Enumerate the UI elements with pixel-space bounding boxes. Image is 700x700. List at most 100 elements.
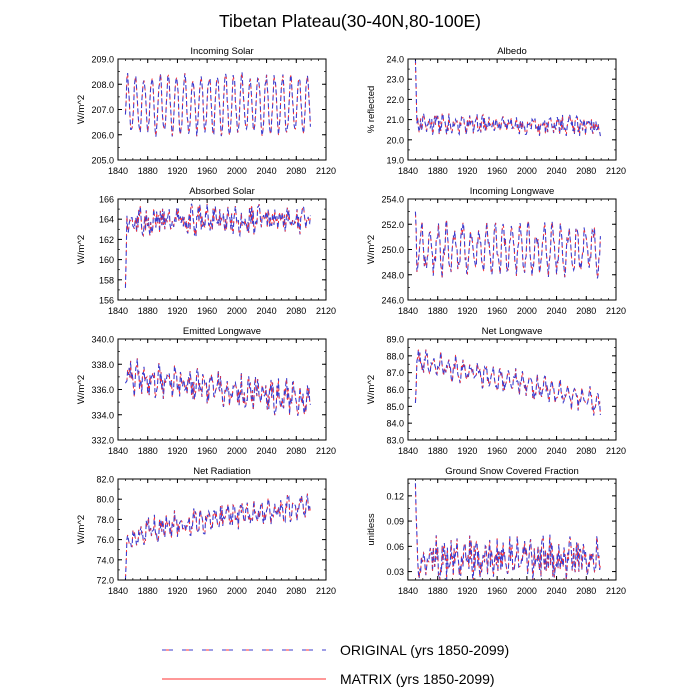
y-tick-label: 0.03 (386, 567, 404, 577)
y-tick-label: 205.0 (91, 156, 114, 166)
x-tick-label: 1840 (398, 446, 418, 456)
y-tick-label: 76.0 (96, 535, 114, 545)
x-tick-label: 1840 (398, 586, 418, 596)
x-tick-label: 1960 (487, 586, 507, 596)
x-tick-label: 1880 (138, 446, 158, 456)
x-tick-label: 2000 (227, 306, 247, 316)
y-tick-label: 22.0 (386, 95, 404, 105)
series-original-line (124, 493, 311, 581)
panel-title: Albedo (497, 46, 527, 57)
y-tick-label: 0.06 (386, 542, 404, 552)
legend-original-label: ORIGINAL (yrs 1850-2099) (340, 642, 509, 658)
x-tick-label: 2080 (576, 166, 596, 176)
x-tick-label: 1960 (487, 306, 507, 316)
y-tick-label: 23.0 (386, 75, 404, 85)
y-tick-label: 334.0 (91, 410, 114, 420)
series-original-line (414, 58, 601, 137)
x-tick-label: 1840 (108, 446, 128, 456)
x-tick-label: 2120 (606, 446, 626, 456)
y-tick-label: 166 (99, 195, 114, 205)
x-tick-label: 2120 (316, 586, 336, 596)
y-tick-label: 160 (99, 255, 114, 265)
y-tick-label: 80.0 (96, 495, 114, 505)
series-matrix-line (414, 211, 601, 279)
y-tick-label: 72.0 (96, 576, 114, 586)
y-tick-label: 19.0 (386, 156, 404, 166)
panel-4: Emitted Longwave W/m^2 1840 1880 1920 1960 200… (76, 326, 336, 456)
y-tick-label: 158 (99, 275, 114, 285)
series-matrix-line (124, 493, 311, 581)
y-tick-label: 252.0 (381, 220, 404, 230)
x-tick-label: 2040 (257, 586, 277, 596)
panel-6: Net Radiation W/m^2 1840 1880 1920 1960 2000 20… (76, 466, 336, 596)
panel-title: Net Radiation (193, 466, 251, 477)
y-tick-label: 162 (99, 235, 114, 245)
x-tick-label: 2120 (606, 166, 626, 176)
x-tick-label: 1880 (138, 586, 158, 596)
x-tick-label: 2040 (547, 586, 567, 596)
x-tick-label: 2000 (517, 586, 537, 596)
x-tick-label: 2040 (257, 166, 277, 176)
panel-title: Net Longwave (482, 326, 543, 337)
y-tick-label: 85.0 (386, 402, 404, 412)
y-tick-label: 88.0 (386, 351, 404, 361)
x-tick-label: 1920 (457, 586, 477, 596)
y-axis-label: W/m^2 (366, 235, 377, 264)
x-tick-label: 1920 (167, 306, 187, 316)
x-tick-label: 2080 (576, 586, 596, 596)
x-tick-label: 2120 (606, 306, 626, 316)
x-tick-label: 1920 (167, 166, 187, 176)
series-matrix-line (414, 483, 601, 581)
y-tick-label: 84.0 (386, 419, 404, 429)
panel-5: Net Longwave W/m^2 1840 1880 1920 1960 2000 204… (366, 326, 626, 456)
x-tick-label: 1960 (487, 446, 507, 456)
y-tick-label: 83.0 (386, 436, 404, 446)
x-tick-label: 2080 (286, 306, 306, 316)
x-tick-label: 2040 (547, 306, 567, 316)
x-tick-label: 2120 (316, 446, 336, 456)
x-tick-label: 1960 (197, 166, 217, 176)
x-tick-label: 1880 (428, 306, 448, 316)
y-tick-label: 209.0 (91, 55, 114, 65)
y-tick-label: 86.0 (386, 385, 404, 395)
plot-frame (117, 198, 327, 301)
y-tick-label: 250.0 (381, 245, 404, 255)
x-tick-label: 1960 (197, 306, 217, 316)
y-tick-label: 254.0 (381, 195, 404, 205)
panel-title: Incoming Longwave (470, 186, 555, 197)
series-matrix-line (124, 72, 311, 137)
x-tick-label: 1920 (167, 586, 187, 596)
series-original-line (414, 211, 601, 279)
x-tick-label: 2080 (286, 166, 306, 176)
series-original-line (414, 483, 601, 581)
series-matrix-line (124, 203, 311, 288)
y-tick-label: 246.0 (381, 296, 404, 306)
series-original-line (124, 358, 311, 416)
panel-1: Albedo % reflected 1840 1880 1920 1960 2000 204… (366, 46, 626, 176)
y-axis-label: W/m^2 (76, 515, 87, 544)
series-matrix-line (414, 349, 601, 416)
panel-title: Absorbed Solar (189, 186, 254, 197)
x-tick-label: 1880 (138, 306, 158, 316)
y-tick-label: 82.0 (96, 475, 114, 485)
x-tick-label: 2080 (286, 586, 306, 596)
plot-frame (117, 58, 327, 161)
y-tick-label: 0.12 (386, 491, 404, 501)
x-tick-label: 2040 (547, 166, 567, 176)
x-tick-label: 1920 (457, 306, 477, 316)
x-tick-label: 1920 (457, 166, 477, 176)
x-tick-label: 1920 (457, 446, 477, 456)
x-tick-label: 2000 (517, 446, 537, 456)
x-tick-label: 1960 (197, 446, 217, 456)
x-tick-label: 2080 (576, 306, 596, 316)
panel-0: Incoming Solar W/m^2 1840 1880 1920 1960 2000 2… (76, 46, 336, 176)
y-tick-label: 332.0 (91, 436, 114, 446)
panel-title: Ground Snow Covered Fraction (445, 466, 579, 477)
x-tick-label: 2040 (257, 306, 277, 316)
y-tick-label: 336.0 (91, 385, 114, 395)
y-tick-label: 156 (99, 296, 114, 306)
x-tick-label: 2000 (517, 166, 537, 176)
x-tick-label: 1840 (398, 306, 418, 316)
y-axis-label: % reflected (366, 86, 377, 134)
